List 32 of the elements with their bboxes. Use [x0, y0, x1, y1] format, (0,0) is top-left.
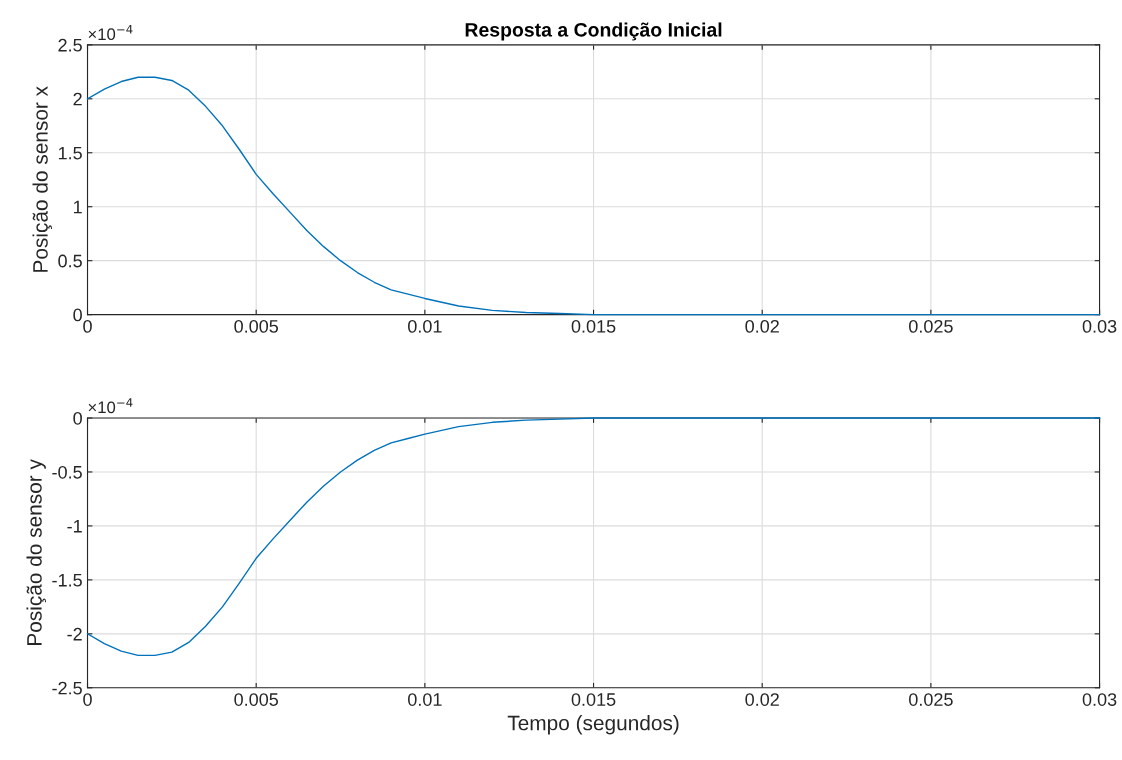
- x-tick-label: 0.025: [909, 319, 953, 333]
- x-tick-label: 0.015: [571, 693, 616, 706]
- x-tick-label: 0.02: [745, 693, 779, 706]
- y-tick-label: 2: [73, 92, 82, 106]
- chart-title: Resposta a Condição Inicial: [465, 22, 722, 41]
- y-tick-label: -1: [67, 520, 82, 533]
- x-tick-label: 0.01: [408, 319, 442, 333]
- y-tick-label: -2.5: [52, 681, 82, 695]
- x-tick-label: 0.005: [234, 319, 279, 333]
- text: ×10$^{−4}$: [88, 398, 133, 414]
- x-tick-label: 0.025: [909, 693, 953, 706]
- y-tick-label: 0.5: [58, 254, 82, 268]
- y-tick-label: 1.5: [58, 146, 82, 160]
- y-tick-label: -1.5: [52, 574, 82, 587]
- x-tick-label: 0.03: [1082, 693, 1117, 706]
- y-axis-title: Posição do sensor x: [32, 86, 52, 272]
- y-tick-label: -0.5: [52, 465, 82, 479]
- x-tick-label: 0: [83, 693, 92, 706]
- x-tick-label: 0.03: [1082, 319, 1117, 333]
- y-tick-label: 1: [73, 200, 82, 214]
- x-tick-label: 0.015: [571, 319, 616, 333]
- y-tick-label: 0: [73, 308, 82, 322]
- x-tick-label: 0.005: [234, 693, 279, 706]
- x-tick-label: 0: [83, 319, 92, 333]
- text: ×10$^{−4}$: [88, 25, 133, 41]
- x-tick-label: 0.01: [408, 693, 442, 706]
- x-axis-title: Tempo (segundos): [507, 715, 679, 735]
- y-axis-title: Posição do sensor y: [26, 459, 46, 645]
- y-tick-label: -2: [67, 627, 82, 641]
- y-tick-label: 0: [73, 411, 82, 425]
- x-tick-label: 0.02: [745, 319, 779, 333]
- y-tick-label: 2.5: [58, 38, 82, 52]
